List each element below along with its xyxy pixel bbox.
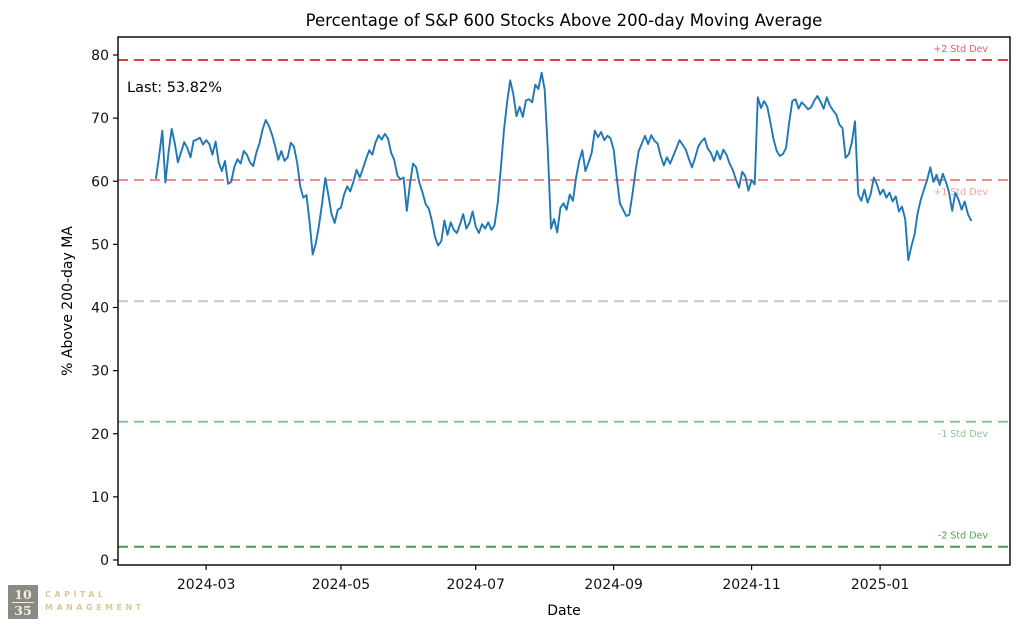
ref-line-label-4: -2 Std Dev — [938, 531, 988, 542]
x-tick-label: 2024-05 — [312, 577, 371, 593]
ref-line-label-1: +1 Std Dev — [933, 187, 988, 198]
x-tick-label: 2024-09 — [584, 577, 643, 593]
y-tick-label: 40 — [91, 301, 109, 317]
logo-badge: 10 35 — [8, 585, 38, 619]
chart-generated-layer: +2 Std Dev +1 Std Dev -1 Std Dev -2 Std Dev… — [91, 36, 1011, 593]
x-tick-label: 2024-11 — [722, 577, 781, 593]
y-axis-label: % Above 200-day MA — [60, 226, 76, 376]
y-tick-label: 30 — [91, 364, 109, 380]
plot-border — [117, 36, 1011, 566]
company-logo: 10 35 CAPITAL MANAGEMENT — [8, 585, 145, 619]
logo-number-top: 10 — [12, 586, 34, 603]
x-tick-label: 2024-03 — [177, 577, 236, 593]
y-tick-label: 10 — [91, 490, 109, 506]
series-line — [155, 71, 972, 262]
x-tick-label: 2024-07 — [446, 577, 505, 593]
y-tick-label: 0 — [100, 553, 109, 569]
last-value-annotation: Last: 53.82% — [127, 80, 222, 96]
chart-title: Percentage of S&P 600 Stocks Above 200-d… — [306, 11, 823, 30]
y-tick-label: 80 — [91, 48, 109, 64]
x-axis-label: Date — [547, 603, 580, 619]
logo-management-line: MANAGEMENT — [45, 603, 145, 612]
ref-line-label-3: -1 Std Dev — [938, 429, 988, 440]
logo-number-bottom: 35 — [14, 602, 32, 618]
x-tick-label: 2025-01 — [851, 577, 910, 593]
y-tick-label: 60 — [91, 174, 109, 190]
y-tick-label: 20 — [91, 427, 109, 443]
logo-capital-line: CAPITAL — [45, 590, 107, 600]
y-tick-label: 50 — [91, 237, 109, 253]
y-tick-label: 70 — [91, 111, 109, 127]
logo-wordmark: CAPITAL MANAGEMENT — [45, 589, 145, 615]
ref-line-label-0: +2 Std Dev — [933, 44, 988, 55]
